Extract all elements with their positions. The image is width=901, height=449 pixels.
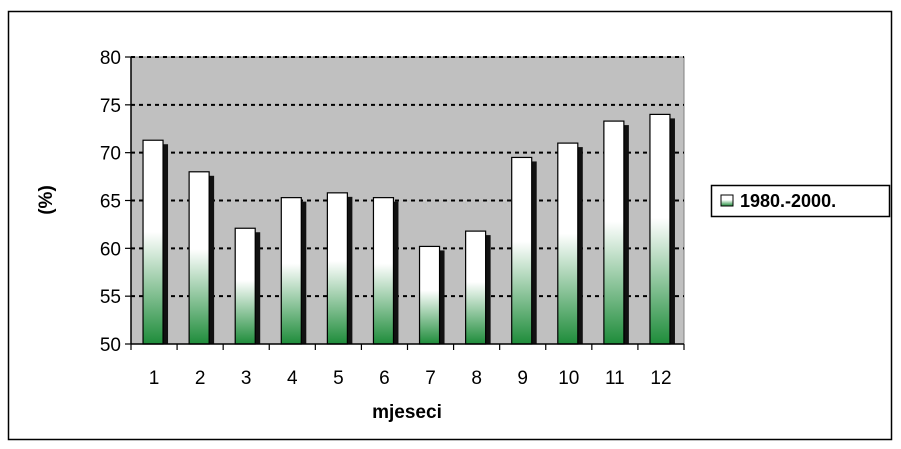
y-tick-label: 65 [100,192,121,213]
legend-box [710,184,891,218]
axes [125,56,685,350]
x-tick-label: 2 [195,368,206,389]
bar-month-6 [372,197,395,345]
bar-month-8 [465,230,487,345]
bars [142,113,675,345]
x-tick-label: 4 [287,368,298,389]
legend-swatch [720,194,734,207]
bar-month-7 [418,245,441,345]
legend: 1980.-2000. [710,184,891,218]
bar-month-3 [234,227,256,345]
bar-month-10 [557,142,579,345]
legend-label: 1980.-2000. [740,191,836,211]
y-tick-label: 80 [100,48,121,69]
x-tick-label: 3 [241,368,252,389]
bar-month-1 [142,139,164,345]
bar-month-9 [511,156,533,345]
y-tick-label: 60 [100,239,121,260]
y-tick-label: 75 [100,96,121,117]
x-tick-label: 12 [650,368,671,389]
x-tick-label: 8 [471,368,482,389]
bar-month-12 [649,113,671,345]
bar-month-11 [603,120,625,345]
y-tick-label: 50 [100,335,121,356]
x-tick-label: 9 [517,368,528,389]
plot-area [130,56,685,345]
y-tick-label: 70 [100,144,121,165]
x-tick-label: 10 [558,368,579,389]
x-tick-label: 1 [149,368,160,389]
x-tick-label: 5 [333,368,344,389]
bar-month-4 [280,197,302,345]
y-tick-label: 55 [100,287,121,308]
x-axis-title: mjeseci [372,402,442,423]
x-tick-label: 7 [425,368,436,389]
x-tick-label: 11 [605,368,625,389]
bar-month-2 [188,171,210,345]
x-tick-label: 6 [379,368,390,389]
bar-month-5 [326,192,348,345]
y-axis-title: (%) [36,185,57,215]
